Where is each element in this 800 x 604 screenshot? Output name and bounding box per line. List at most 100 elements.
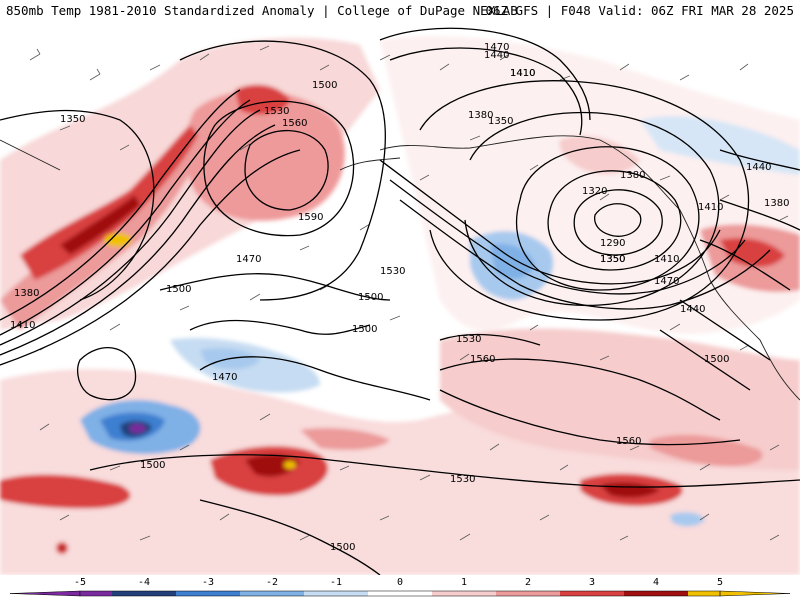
colorbar-segment	[320, 591, 337, 596]
contour-label: 1560	[282, 118, 307, 129]
contour-label: 1410	[510, 68, 535, 79]
colorbar-segment	[608, 591, 625, 596]
colorbar-segment	[160, 591, 177, 596]
contour-label: 1500	[704, 354, 729, 365]
colorbar-svg: -5 -4 -3 -2 -1 0 1 2 3 4 5	[9, 577, 791, 597]
colorbar-tick-label: 2	[525, 577, 531, 588]
contour-label: 1500	[330, 542, 355, 553]
contour-label: 1380	[620, 170, 645, 181]
contour-labels: 1350 1530 1500 1560 1590 1470 1500 1380 …	[10, 42, 789, 553]
colorbar-segment	[576, 591, 593, 596]
colorbar-tick-label: 5	[717, 577, 723, 588]
colorbar-segment	[560, 591, 577, 596]
contour-label: 1470	[236, 254, 261, 265]
colorbar-segment	[400, 591, 417, 596]
colorbar-segment	[240, 591, 257, 596]
colorbar-segment	[96, 591, 113, 596]
colorbar-segment	[704, 591, 721, 596]
contour-label: 1500	[358, 292, 383, 303]
contour-label: 1470	[212, 372, 237, 383]
colorbar-segment	[640, 591, 657, 596]
colorbar-segment	[352, 591, 369, 596]
contour-label: 1530	[264, 106, 289, 117]
contour-label: 1410	[698, 202, 723, 213]
contour-label: 1530	[456, 334, 481, 345]
contour-label: 1410	[654, 254, 679, 265]
colorbar-segment	[464, 591, 481, 596]
map-header: 850mb Temp 1981-2010 Standardized Anomal…	[0, 0, 800, 22]
contour-label: 1500	[166, 284, 191, 295]
colorbar-segment	[656, 591, 673, 596]
colorbar-segment	[304, 591, 321, 596]
colorbar-segment	[224, 591, 241, 596]
contour-label: 1470	[654, 276, 679, 287]
contour-label: 1500	[352, 324, 377, 335]
contour-label: 1500	[140, 460, 165, 471]
colorbar-segment	[528, 591, 545, 596]
wind-barbs	[29, 45, 789, 541]
colorbar-segment	[544, 591, 561, 596]
colorbar-segment	[336, 591, 353, 596]
colorbar-segment	[592, 591, 609, 596]
colorbar-segment	[496, 591, 513, 596]
colorbar-segment	[688, 591, 705, 596]
contour-label: 1350	[60, 114, 85, 125]
colorbar-segment	[480, 591, 497, 596]
colorbar-segment	[208, 591, 225, 596]
contour-label: 1410	[510, 68, 535, 79]
contour-label: 1350	[600, 254, 625, 265]
height-contours	[0, 27, 800, 575]
colorbar-segment	[272, 591, 289, 596]
model-run-info: 06Z GFS | F048 Valid: 06Z FRI MAR 28 202…	[485, 3, 794, 18]
colorbar-segment	[128, 591, 145, 596]
colorbar-segment	[80, 591, 97, 596]
colorbar-tick-label: -5	[74, 577, 86, 588]
contour-label: 1590	[298, 212, 323, 223]
contour-label: 1440	[680, 304, 705, 315]
colorbar-segment	[176, 591, 193, 596]
colorbar-segment	[416, 591, 433, 596]
colorbar-outline	[79, 590, 721, 597]
colorbar-segment	[624, 591, 641, 596]
colorbar-segment	[448, 591, 465, 596]
colorbar-segment	[256, 591, 273, 596]
colorbar-segment	[192, 591, 209, 596]
colorbar-segment	[144, 591, 161, 596]
map-canvas: 1350 1530 1500 1560 1590 1470 1500 1380 …	[0, 27, 800, 575]
contour-label: 1530	[380, 266, 405, 277]
contour-label: 1560	[470, 354, 495, 365]
contour-label: 1530	[450, 474, 475, 485]
colorbar-tick-label: 0	[397, 577, 403, 588]
colorbar-bar	[9, 590, 791, 597]
contour-label: 1410	[10, 320, 35, 331]
contour-label: 1320	[582, 186, 607, 197]
colorbar-segment	[368, 591, 385, 596]
colorbar: -5 -4 -3 -2 -1 0 1 2 3 4 5	[0, 575, 800, 600]
colorbar-segment	[512, 591, 529, 596]
contour-label: 1560	[616, 436, 641, 447]
coastlines	[0, 135, 800, 401]
anomaly-map[interactable]: 1350 1530 1500 1560 1590 1470 1500 1380 …	[0, 22, 800, 575]
colorbar-tick-label: -4	[138, 577, 150, 588]
colorbar-tick-label: 4	[653, 577, 659, 588]
colorbar-tick-label: -3	[202, 577, 214, 588]
colorbar-tick-label: 3	[589, 577, 595, 588]
colorbar-segment	[288, 591, 305, 596]
contour-label: 1350	[488, 116, 513, 127]
colorbar-segment	[672, 591, 689, 596]
colorbar-high-arrow	[719, 590, 791, 597]
contour-label: 1380	[764, 198, 789, 209]
contour-label: 1380	[14, 288, 39, 299]
product-title: 850mb Temp 1981-2010 Standardized Anomal…	[6, 3, 518, 18]
contour-label: 1470	[484, 42, 509, 53]
contour-label: 1380	[468, 110, 493, 121]
colorbar-segment	[112, 591, 129, 596]
contour-label: 1440	[746, 162, 771, 173]
contour-label: 1350	[600, 254, 625, 265]
colorbar-segment	[384, 591, 401, 596]
contour-label: 1440	[484, 50, 509, 61]
colorbar-tick-label: 1	[461, 577, 467, 588]
colorbar-tick-label: -1	[330, 577, 342, 588]
colorbar-tick-label: -2	[266, 577, 278, 588]
contour-label: 1290	[600, 238, 625, 249]
